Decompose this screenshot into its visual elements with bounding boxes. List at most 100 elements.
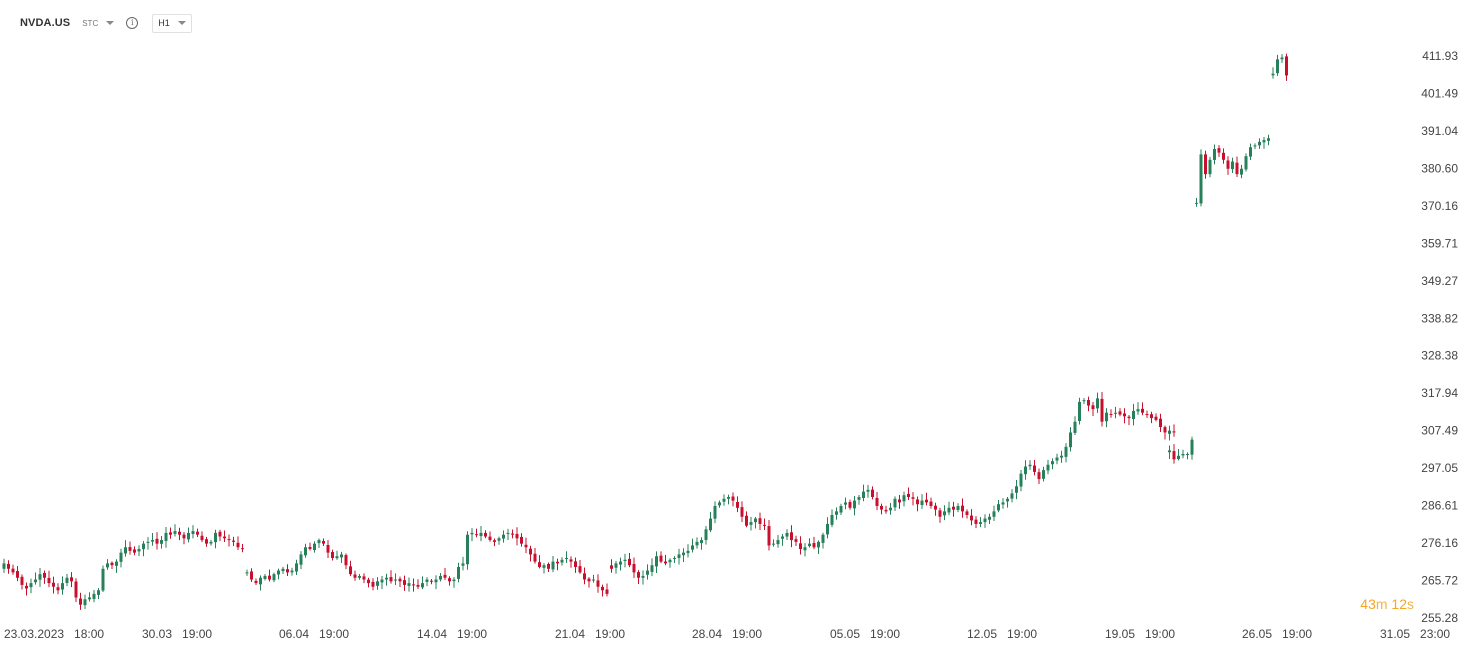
- candle-body[interactable]: [979, 522, 982, 524]
- candle-body[interactable]: [1141, 408, 1144, 413]
- candle-body[interactable]: [583, 573, 586, 580]
- candle-body[interactable]: [893, 498, 897, 508]
- candle-body[interactable]: [1159, 418, 1162, 428]
- candle-body[interactable]: [808, 543, 811, 547]
- candle-body[interactable]: [470, 532, 474, 535]
- candle-body[interactable]: [286, 569, 289, 573]
- candle-body[interactable]: [452, 579, 456, 582]
- candle-body[interactable]: [34, 579, 37, 583]
- candle-body[interactable]: [1262, 140, 1266, 143]
- candle-body[interactable]: [1226, 160, 1230, 169]
- candle-body[interactable]: [1154, 416, 1158, 420]
- candle-body[interactable]: [11, 568, 15, 573]
- candle-body[interactable]: [925, 499, 928, 503]
- candle-body[interactable]: [1145, 414, 1149, 416]
- candle-body[interactable]: [794, 539, 798, 542]
- candle-body[interactable]: [254, 580, 258, 584]
- candle-body[interactable]: [1163, 427, 1167, 433]
- candle-body[interactable]: [704, 529, 708, 541]
- candle-body[interactable]: [475, 534, 478, 536]
- candle-body[interactable]: [466, 534, 469, 565]
- candle-body[interactable]: [1001, 502, 1005, 505]
- candle-body[interactable]: [664, 561, 667, 564]
- candle-body[interactable]: [56, 587, 60, 591]
- candle-body[interactable]: [1091, 405, 1095, 410]
- candle-body[interactable]: [236, 542, 240, 548]
- candle-body[interactable]: [137, 549, 141, 552]
- candle-body[interactable]: [1253, 145, 1257, 147]
- candle-body[interactable]: [727, 497, 730, 499]
- candle-body[interactable]: [907, 493, 910, 498]
- candle-body[interactable]: [767, 526, 771, 546]
- candle-body[interactable]: [241, 548, 244, 550]
- candle-body[interactable]: [596, 580, 600, 587]
- candle-body[interactable]: [529, 548, 532, 555]
- candle-body[interactable]: [668, 559, 672, 563]
- candle-body[interactable]: [70, 577, 73, 582]
- candle-body[interactable]: [1150, 414, 1153, 419]
- candle-body[interactable]: [1114, 412, 1117, 414]
- candle-body[interactable]: [1276, 59, 1279, 74]
- candle-body[interactable]: [412, 584, 415, 586]
- candle-body[interactable]: [758, 518, 762, 524]
- candle-body[interactable]: [227, 539, 231, 541]
- candle-body[interactable]: [326, 544, 330, 553]
- candle-body[interactable]: [371, 581, 375, 587]
- candle-body[interactable]: [862, 491, 865, 499]
- candle-body[interactable]: [304, 547, 307, 556]
- candle-body[interactable]: [988, 516, 991, 520]
- candle-body[interactable]: [335, 556, 339, 559]
- candle-body[interactable]: [929, 501, 933, 506]
- candle-body[interactable]: [43, 572, 46, 578]
- candle-body[interactable]: [187, 532, 190, 540]
- candle-body[interactable]: [1037, 472, 1041, 480]
- candle-body[interactable]: [920, 500, 924, 506]
- candle-body[interactable]: [871, 489, 874, 498]
- candle-body[interactable]: [1087, 400, 1090, 406]
- candle-body[interactable]: [1208, 159, 1212, 175]
- candle-body[interactable]: [1168, 430, 1171, 434]
- candle-body[interactable]: [200, 535, 204, 541]
- candle-body[interactable]: [340, 554, 343, 558]
- candle-body[interactable]: [916, 499, 919, 505]
- candle-body[interactable]: [484, 532, 487, 537]
- candle-body[interactable]: [38, 574, 42, 580]
- candle-body[interactable]: [398, 578, 402, 582]
- candle-body[interactable]: [736, 501, 739, 508]
- candle-body[interactable]: [362, 576, 366, 580]
- candle-body[interactable]: [1213, 149, 1216, 160]
- candle-body[interactable]: [1028, 464, 1032, 467]
- candle-body[interactable]: [781, 536, 784, 539]
- candle-body[interactable]: [835, 511, 838, 515]
- candle-body[interactable]: [196, 531, 199, 535]
- candle-body[interactable]: [632, 563, 636, 573]
- candle-body[interactable]: [911, 497, 915, 499]
- candle-body[interactable]: [619, 561, 622, 565]
- candle-body[interactable]: [272, 574, 276, 581]
- candle-body[interactable]: [866, 489, 870, 492]
- candle-body[interactable]: [740, 507, 744, 517]
- candle-body[interactable]: [502, 534, 505, 539]
- candle-body[interactable]: [623, 559, 627, 561]
- candle-body[interactable]: [1136, 409, 1140, 412]
- candle-body[interactable]: [1244, 156, 1248, 170]
- candle-body[interactable]: [592, 579, 595, 581]
- candle-body[interactable]: [884, 509, 888, 512]
- candle-body[interactable]: [790, 532, 793, 541]
- candle-body[interactable]: [839, 505, 843, 513]
- candle-body[interactable]: [169, 532, 172, 535]
- candle-body[interactable]: [205, 539, 208, 544]
- candle-body[interactable]: [223, 536, 226, 539]
- candle-body[interactable]: [952, 506, 955, 510]
- candle-body[interactable]: [358, 575, 361, 578]
- candle-body[interactable]: [524, 544, 528, 548]
- candle-body[interactable]: [416, 584, 420, 587]
- candle-body[interactable]: [1019, 473, 1023, 487]
- candle-body[interactable]: [160, 540, 163, 544]
- candle-body[interactable]: [1096, 398, 1099, 409]
- candle-body[interactable]: [700, 540, 703, 544]
- candle-body[interactable]: [533, 553, 537, 562]
- candle-body[interactable]: [353, 574, 357, 578]
- candle-body[interactable]: [1100, 398, 1104, 422]
- candle-body[interactable]: [938, 510, 942, 517]
